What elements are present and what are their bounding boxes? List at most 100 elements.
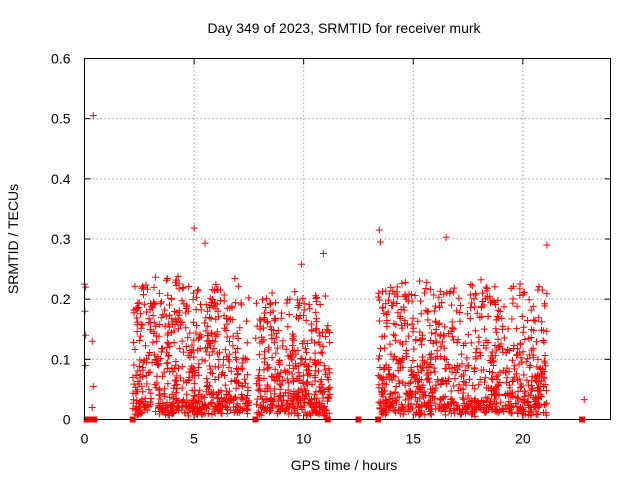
data-point [191,372,199,380]
data-point [141,394,149,402]
data-point [541,300,549,308]
data-point [407,367,415,375]
data-point [541,401,549,409]
data-point [157,314,165,322]
data-point [197,300,205,308]
data-point [424,316,432,324]
data-point [187,349,195,357]
data-point [418,384,426,392]
data-point [439,394,447,402]
data-point [432,405,440,413]
data-point [421,289,429,297]
data-point [295,362,303,370]
data-point [225,364,233,372]
data-point [515,375,523,383]
data-point [477,366,485,374]
data-point [530,327,538,335]
data-point [316,378,324,386]
data-point [292,350,300,358]
data-point [221,346,229,354]
data-point [512,400,520,408]
data-point [316,301,324,309]
x-tick-label: 15 [405,431,421,447]
data-point [500,303,508,311]
data-point [416,277,424,285]
data-point [234,334,242,342]
data-point [418,331,426,339]
data-point [460,378,468,386]
data-point [488,369,496,377]
data-point [293,409,301,417]
data-point [492,383,500,391]
data-point [436,401,444,409]
data-point [265,408,273,416]
data-point [133,328,141,336]
data-point [132,371,140,379]
data-point [516,383,524,391]
data-point [302,348,310,356]
data-point [508,402,516,410]
data-point [510,341,518,349]
data-point [227,406,235,414]
data-point [505,390,513,398]
data-point [272,329,280,337]
data-point [305,363,313,371]
data-point [204,322,212,330]
data-point [227,367,235,375]
data-point [389,355,397,363]
data-point [149,338,157,346]
data-point [539,337,547,345]
data-point [159,311,167,319]
data-point [166,301,174,309]
data-point [464,331,472,339]
data-point [396,312,404,320]
data-point [264,383,272,391]
data-point [374,293,382,301]
data-point [210,345,218,353]
data-point [482,283,490,291]
data-point [312,360,320,368]
x-tick-label: 5 [190,431,198,447]
data-point [89,382,97,390]
data-point [440,354,448,362]
data-point [321,366,329,374]
data-point [207,369,215,377]
data-point [518,312,526,320]
data-point [281,389,289,397]
data-point [409,328,417,336]
data-point [204,378,212,386]
data-point [201,357,209,365]
data-point [386,390,394,398]
data-point [438,395,446,403]
data-point [419,364,427,372]
data-point [430,387,438,395]
data-point [225,357,233,365]
data-point [166,323,174,331]
data-point [82,331,90,339]
data-point [233,345,241,352]
data-point [319,249,327,257]
data-point [217,401,225,409]
data-point [426,285,434,293]
data-point [271,390,279,398]
data-point [182,324,190,332]
data-point [477,405,485,413]
data-point [188,386,196,394]
data-point [427,411,435,419]
data-point [300,306,308,314]
data-point [540,338,548,346]
data-point [423,371,431,379]
data-point [209,296,217,304]
data-point [521,335,529,343]
data-point [155,391,163,399]
data-point [153,337,161,345]
data-point [301,344,309,352]
data-point [213,300,221,308]
data-point [294,296,302,304]
data-point [208,348,216,356]
data-point [145,351,153,359]
data-point [206,313,214,321]
data-point [378,384,386,392]
data-point [487,405,495,413]
data-point [453,365,461,373]
